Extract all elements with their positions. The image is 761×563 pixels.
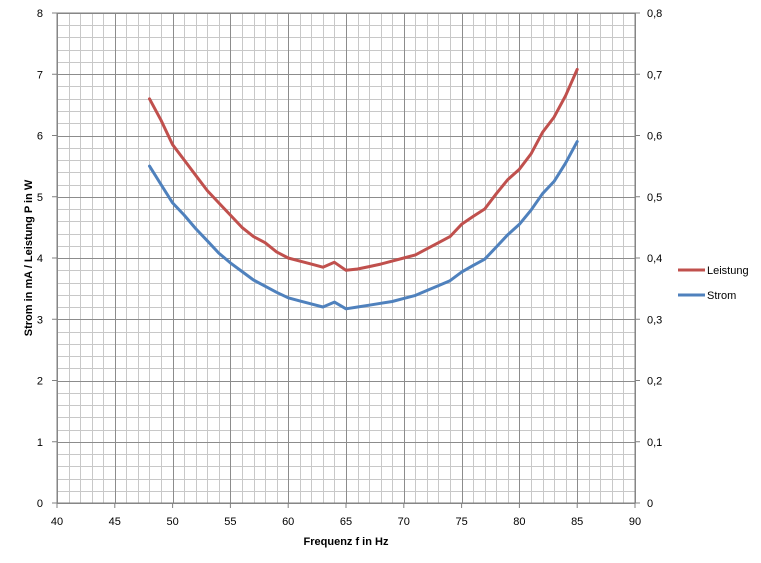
x-tick-label: 65	[340, 516, 352, 528]
legend-label-leistung: Leistung	[707, 265, 749, 277]
y-tick-label: 5	[37, 192, 43, 204]
x-tick-label: 55	[224, 516, 236, 528]
legend: Leistung Strom	[678, 265, 749, 302]
x-tick-label: 90	[629, 516, 641, 528]
y-axis-title: Strom in mA / Leistung P in W	[23, 179, 35, 336]
y-tick-label: 6	[37, 131, 43, 143]
y-tick-label: 8	[37, 8, 43, 20]
y2-tick-label: 0,7	[647, 69, 662, 81]
x-tick-label: 45	[109, 516, 121, 528]
y2-tick-label: 0	[647, 498, 653, 510]
x-tick-label: 50	[166, 516, 178, 528]
x-tick-label: 75	[455, 516, 467, 528]
x-tick-label: 80	[513, 516, 525, 528]
x-axis-title: Frequenz f in Hz	[304, 536, 389, 548]
y-tick-label: 4	[37, 253, 43, 265]
y2-tick-label: 0,6	[647, 131, 662, 143]
y2-tick-label: 0,3	[647, 314, 662, 326]
y-tick-label: 7	[37, 69, 43, 81]
legend-label-strom: Strom	[707, 290, 736, 302]
x-tick-label: 60	[282, 516, 294, 528]
x-tick-label: 85	[571, 516, 583, 528]
y-tick-label: 2	[37, 376, 43, 388]
series-line-strom	[148, 140, 579, 311]
y-tick-label: 1	[37, 437, 43, 449]
x-axis-tick-labels: 40 45 50 55 60 65 70 75 80 85 90	[51, 503, 641, 528]
y-axis-tick-labels: 0 1 2 3 4 5 6 7 8	[37, 8, 57, 510]
series-lines	[148, 67, 579, 311]
y2-tick-label: 0,1	[647, 437, 662, 449]
y2-tick-label: 0,5	[647, 192, 662, 204]
y2-tick-label: 0,2	[647, 376, 662, 388]
y2-tick-label: 0,8	[647, 8, 662, 20]
y-tick-label: 0	[37, 498, 43, 510]
y-tick-label: 3	[37, 314, 43, 326]
secondary-y-axis-tick-labels: 0 0,1 0,2 0,3 0,4 0,5 0,6 0,7 0,8	[635, 8, 662, 510]
x-tick-label: 70	[398, 516, 410, 528]
x-tick-label: 40	[51, 516, 63, 528]
series-line-leistung	[148, 67, 579, 272]
y2-tick-label: 0,4	[647, 253, 662, 265]
